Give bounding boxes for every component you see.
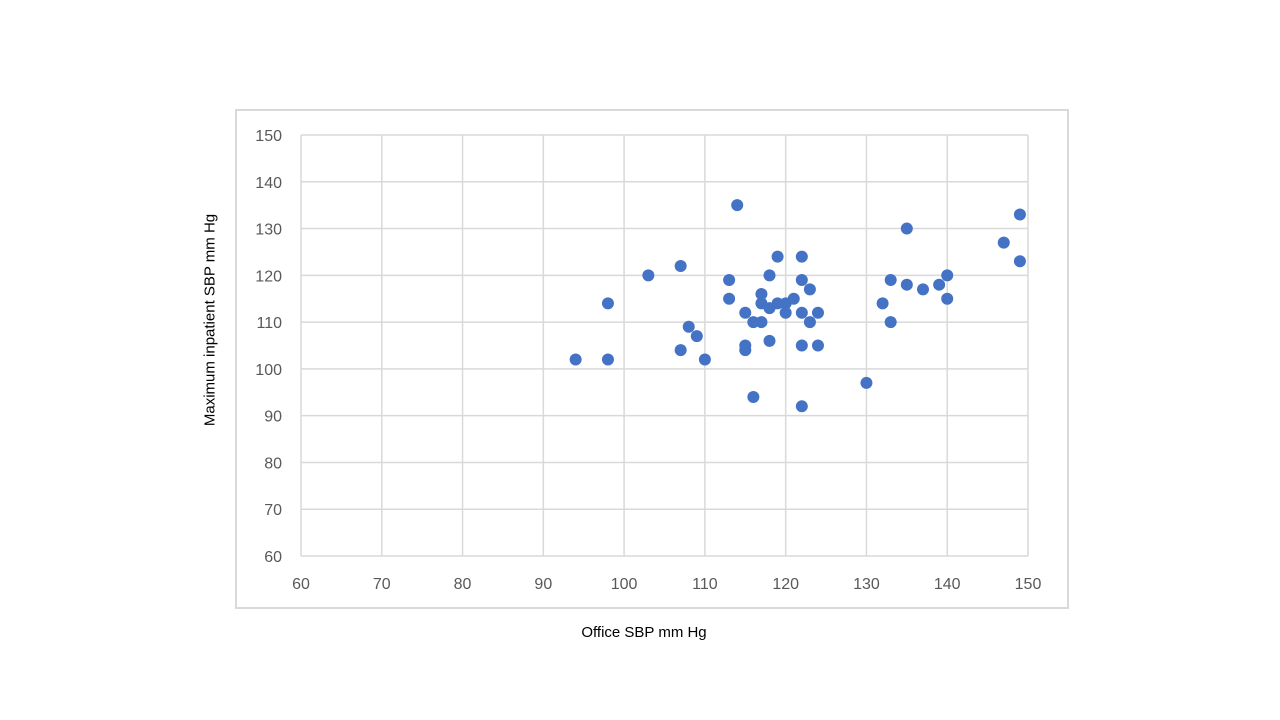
data-point [682,320,695,333]
y-tick-label: 70 [264,502,282,519]
chart-area: 60 70 80 90 100 110 120 130 140 150 60 70 80 90 100 110… [235,109,1069,609]
y-tick-label: 150 [255,128,282,145]
data-point [771,250,784,263]
data-point [739,306,752,319]
data-point [601,297,614,310]
data-point [763,269,776,282]
data-point [642,269,655,282]
data-point [755,316,768,329]
data-point [739,344,752,357]
y-tick-label: 110 [256,315,282,332]
data-point [884,274,897,287]
data-point [941,269,954,282]
x-tick-label: 140 [934,576,961,593]
y-tick-label: 140 [255,175,282,192]
tick-labels: 60 70 80 90 100 110 120 130 140 150 60 70 80 90 100 110… [255,128,1041,593]
data-point [601,353,614,366]
x-tick-label: 110 [692,576,718,593]
y-axis-label: Maximum inpatient SBP mm Hg [201,213,219,427]
data-point [860,376,873,389]
data-point [803,283,816,296]
y-tick-label: 100 [255,362,282,379]
data-point [763,334,776,347]
scatter-plot: 60 70 80 90 100 110 120 130 140 150 60 70 80 90 100 110… [255,128,1041,593]
y-tick-label: 90 [264,409,282,426]
data-point [795,400,808,413]
y-tick-label: 60 [264,549,282,566]
data-point [997,236,1010,249]
data-point [698,353,711,366]
x-tick-label: 120 [772,576,799,593]
data-point [795,250,808,263]
data-point [884,316,897,329]
data-point [787,292,800,305]
y-tick-label: 120 [255,268,282,285]
data-point [900,222,913,235]
x-axis-label: Office SBP mm Hg [581,624,707,641]
x-tick-label: 130 [853,576,880,593]
x-tick-label: 60 [292,576,310,593]
data-point [690,330,703,343]
x-tick-label: 100 [611,576,638,593]
data-point [755,288,768,301]
data-point [674,344,687,357]
data-point [723,292,736,305]
data-point [795,274,808,287]
y-tick-label: 80 [264,455,282,472]
data-point [1013,208,1026,221]
x-tick-label: 150 [1015,576,1042,593]
data-point [933,278,946,291]
data-point [779,306,792,319]
y-tick-label: 130 [255,222,282,239]
data-point [569,353,582,366]
data-point [811,306,824,319]
x-tick-label: 70 [373,576,391,593]
data-point [876,297,889,310]
data-point [674,259,687,272]
data-point [900,278,913,291]
data-points [569,199,1026,413]
data-point [795,306,808,319]
x-tick-label: 80 [454,576,472,593]
data-point [811,339,824,352]
data-point [795,339,808,352]
data-point [723,274,736,287]
data-point [731,199,744,212]
data-point [1013,255,1026,268]
data-point [941,292,954,305]
data-point [747,390,760,403]
x-tick-label: 90 [534,576,552,593]
gridlines [300,134,1029,557]
data-point [803,316,816,329]
data-point [916,283,929,296]
